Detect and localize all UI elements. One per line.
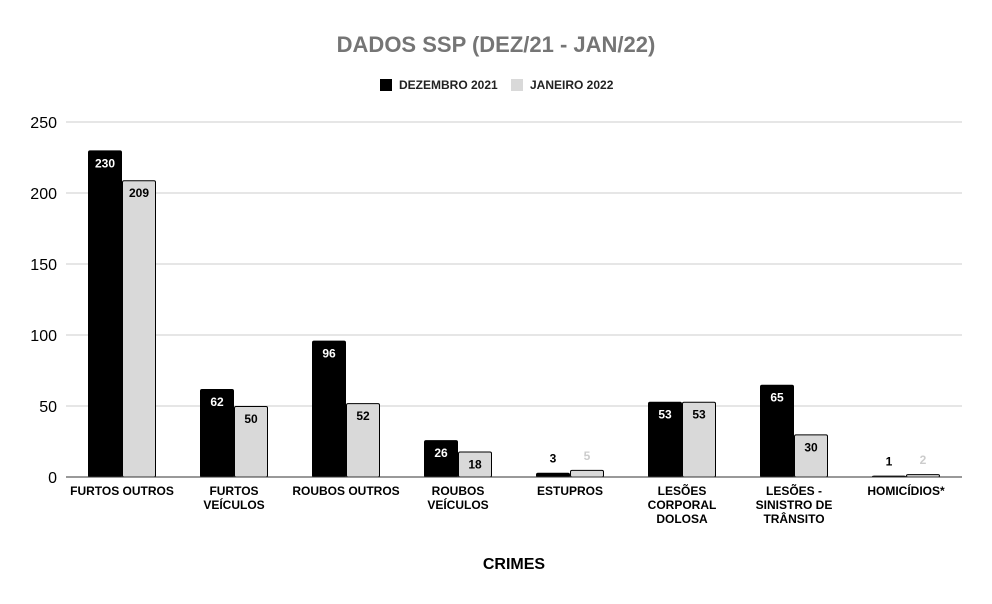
y-tick-label: 200 xyxy=(30,186,57,203)
x-tick-label-estupros: ESTUPROS xyxy=(537,484,603,498)
data-label-dezembro-2021-furtos-veiculos: 62 xyxy=(210,395,224,409)
data-label-dezembro-2021-lesoes-corporal-dolosa: 53 xyxy=(658,408,672,422)
y-tick-label: 50 xyxy=(39,399,57,416)
legend-label-dezembro-2021: DEZEMBRO 2021 xyxy=(399,78,498,92)
legend-swatch-janeiro-2022 xyxy=(511,79,523,91)
y-tick-label: 250 xyxy=(30,115,57,132)
data-label-dezembro-2021-estupros: 3 xyxy=(550,452,557,466)
data-label-janeiro-2022-homicidios: 2 xyxy=(920,453,927,467)
x-tick-label-roubos-veiculos: ROUBOS VEÍCULOS xyxy=(427,484,488,512)
x-tick-label-lesoes-corporal-dolosa: LESÕES CORPORAL DOLOSA xyxy=(648,483,717,526)
gridlines xyxy=(66,121,962,407)
x-tick-label-roubos-outros: ROUBOS OUTROS xyxy=(292,484,399,498)
data-label-dezembro-2021-furtos-outros: 230 xyxy=(95,156,115,170)
y-tick-label: 0 xyxy=(48,470,57,487)
data-label-dezembro-2021-roubos-veiculos: 26 xyxy=(434,446,448,460)
data-label-janeiro-2022-estupros: 5 xyxy=(584,449,591,463)
chart-title: DADOS SSP (DEZ/21 - JAN/22) xyxy=(337,32,656,57)
bar-dezembro-2021-roubos-outros xyxy=(312,340,346,478)
data-label-janeiro-2022-roubos-veiculos: 18 xyxy=(468,457,482,471)
bar-janeiro-2022-estupros xyxy=(570,469,604,478)
bar-dezembro-2021-furtos-outros xyxy=(88,150,122,478)
bars xyxy=(88,150,940,478)
x-axis-title: CRIMES xyxy=(483,556,546,573)
x-tick-label-homicidios: HOMICÍDIOS* xyxy=(867,483,945,498)
data-labels: 230 209 62 50 96 52 26 18 3 5 53 53 65 30 1 2 xyxy=(95,156,927,471)
data-label-janeiro-2022-furtos-veiculos: 50 xyxy=(244,412,258,426)
data-label-janeiro-2022-lesoes-corporal-dolosa: 53 xyxy=(692,408,706,422)
x-tick-label-lesoes-sinistro-de-transito: LESÕES -SINISTRO DE TRÂNSITO xyxy=(756,483,833,526)
y-axis-ticks: 0 50 100 150 200 250 xyxy=(30,115,57,487)
bar-dezembro-2021-estupros xyxy=(536,472,570,478)
y-tick-label: 100 xyxy=(30,328,57,345)
x-tick-label-furtos-outros: FURTOS OUTROS xyxy=(70,484,174,498)
data-label-janeiro-2022-lesoes-sinistro-de-transito: 30 xyxy=(804,440,818,454)
legend: DEZEMBRO 2021 JANEIRO 2022 xyxy=(380,78,614,92)
data-label-janeiro-2022-furtos-outros: 209 xyxy=(129,186,149,200)
bar-janeiro-2022-furtos-outros xyxy=(122,180,156,478)
y-tick-label: 150 xyxy=(30,257,57,274)
data-label-janeiro-2022-roubos-outros: 52 xyxy=(356,409,370,423)
x-axis-ticks: FURTOS OUTROS FURTOS VEÍCULOS ROUBOS OUTROS… xyxy=(70,483,945,526)
x-tick-label-furtos-veiculos: FURTOS VEÍCULOS xyxy=(203,484,264,512)
legend-swatch-dezembro-2021 xyxy=(380,79,392,91)
data-label-dezembro-2021-lesoes-sinistro-de-transito: 65 xyxy=(770,391,784,405)
legend-label-janeiro-2022: JANEIRO 2022 xyxy=(530,78,614,92)
data-label-dezembro-2021-homicidios: 1 xyxy=(886,455,893,469)
data-label-dezembro-2021-roubos-outros: 96 xyxy=(322,347,336,361)
